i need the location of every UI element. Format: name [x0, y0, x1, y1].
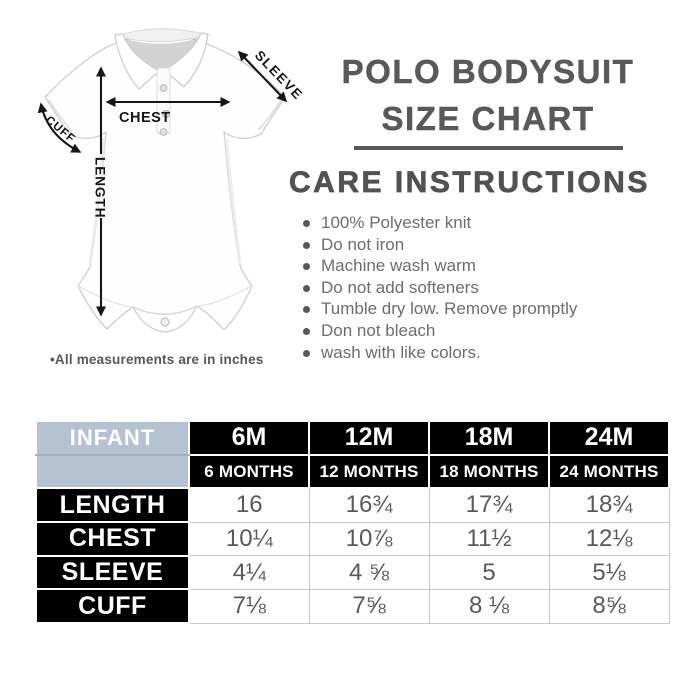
- cuff-18m-value: 8 ⅛: [428, 588, 550, 624]
- sleeve-24m-value: 5⅛: [548, 555, 670, 590]
- cuff-6m-value: 7⅛: [188, 588, 310, 624]
- care-item: Do not iron: [303, 234, 693, 256]
- table-row-length: LENGTH 16 16¾ 17¾ 18¾: [35, 487, 670, 524]
- measurements-note: •All measurements are in inches: [50, 352, 264, 367]
- column-subheader-12-months: 12 MONTHS: [308, 453, 430, 490]
- page-title-line2: SIZE CHART: [353, 95, 623, 150]
- button-2: [161, 109, 171, 119]
- size-group-spacer: [35, 453, 190, 490]
- care-item: Tumble dry low. Remove promptly: [303, 298, 693, 320]
- care-item: wash with like colors.: [303, 342, 693, 364]
- button-3: [159, 128, 168, 136]
- care-item: 100% Polyester knit: [303, 212, 693, 234]
- cuff-24m-value: 8⅝: [548, 588, 670, 624]
- chest-24m-value: 12⅛: [548, 521, 670, 557]
- care-item: Don not bleach: [303, 320, 693, 342]
- care-item: Do not add softeners: [303, 277, 693, 299]
- row-header-sleeve: SLEEVE: [35, 554, 190, 591]
- page-title: POLO BODYSUIT SIZE CHART: [292, 48, 684, 150]
- length-24m-value: 18¾: [548, 487, 670, 523]
- chest-6m-value: 10¼: [188, 521, 310, 557]
- column-subheader-6-months: 6 MONTHS: [188, 453, 310, 490]
- chest-18m-value: 11½: [428, 521, 550, 557]
- page-title-line1: POLO BODYSUIT: [341, 53, 635, 91]
- column-header-24m: 24M: [548, 420, 670, 456]
- length-18m-value: 17¾: [428, 487, 550, 523]
- button-1: [159, 84, 168, 92]
- cuff-12m-value: 7⅝: [308, 588, 430, 624]
- sleeve-6m-value: 4¼: [188, 555, 310, 590]
- sleeve-18m-value: 5: [428, 555, 550, 590]
- column-header-6m: 6M: [188, 420, 310, 456]
- column-header-18m: 18M: [428, 420, 550, 456]
- table-row-sizes: INFANT 6M 12M 18M 24M: [35, 420, 670, 456]
- table-row-cuff: CUFF 7⅛ 7⅝ 8 ⅛ 8⅝: [35, 588, 670, 625]
- table-row-chest: CHEST 10¼ 10⅞ 11½ 12⅛: [35, 521, 670, 557]
- polo-bodysuit-drawing: [44, 28, 286, 333]
- length-label: LENGTH: [93, 157, 108, 219]
- measurement-annotations: [37, 50, 288, 317]
- table-row-sleeve: SLEEVE 4¼ 4 ⅝ 5 5⅛: [35, 554, 670, 591]
- chest-12m-value: 10⅞: [308, 521, 430, 557]
- column-subheader-18-months: 18 MONTHS: [428, 453, 550, 490]
- chest-label: CHEST: [119, 110, 171, 126]
- bodysuit-illustration: CHEST LENGTH SLEEVE CUFF: [37, 28, 306, 333]
- row-header-length: LENGTH: [35, 487, 190, 524]
- care-instructions-list: 100% Polyester knit Do not iron Machine …: [303, 212, 693, 363]
- row-header-cuff: CUFF: [35, 588, 190, 625]
- crotch-seam: [132, 305, 198, 315]
- row-header-chest: CHEST: [35, 521, 190, 557]
- cuff-arrow: [37, 102, 82, 153]
- column-header-12m: 12M: [308, 420, 430, 456]
- size-group-header: INFANT: [35, 420, 190, 456]
- length-6m-value: 16: [188, 487, 310, 523]
- snap-button: [160, 317, 170, 327]
- shading-lines: [88, 137, 242, 265]
- column-subheader-24-months: 24 MONTHS: [548, 453, 670, 490]
- sleeve-arrow: [237, 50, 288, 103]
- under-collar-shadow: [123, 37, 201, 73]
- size-table: INFANT 6M 12M 18M 24M 6 MONTHS 12 MONTHS…: [35, 420, 670, 625]
- care-item: Machine wash warm: [303, 255, 693, 277]
- length-12m-value: 16¾: [308, 487, 430, 523]
- sleeve-12m-value: 4 ⅝: [308, 555, 430, 590]
- care-instructions-heading: CARE INSTRUCTIONS: [289, 166, 650, 200]
- table-row-months: 6 MONTHS 12 MONTHS 18 MONTHS 24 MONTHS: [35, 453, 670, 490]
